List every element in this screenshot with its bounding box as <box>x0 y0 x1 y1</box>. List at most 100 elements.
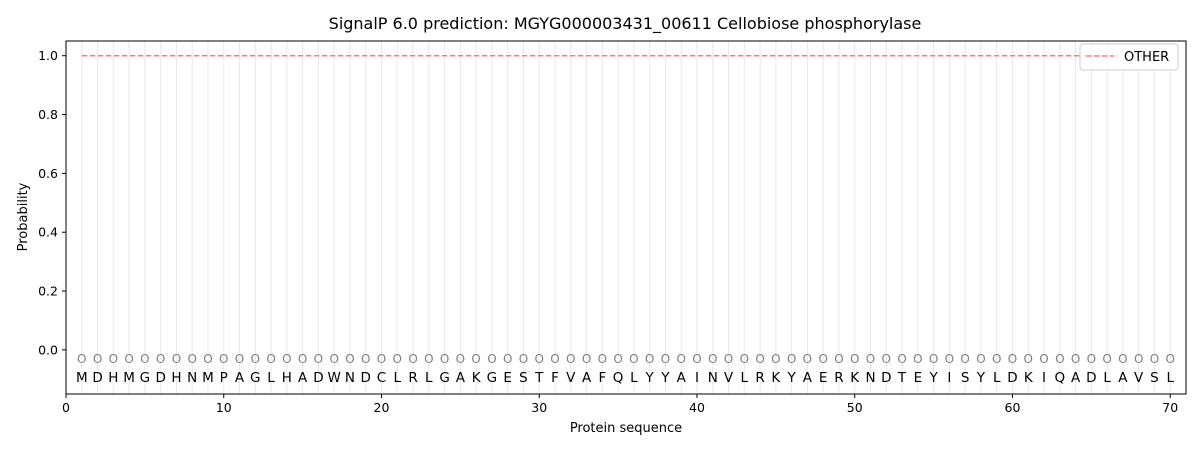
residue-label: O <box>1055 352 1064 366</box>
sequence-letter: N <box>708 370 718 386</box>
residue-label: O <box>913 352 922 366</box>
residue-label: O <box>1039 352 1048 366</box>
residue-label: O <box>1024 352 1033 366</box>
residue-label: O <box>1118 352 1127 366</box>
residue-label: O <box>1071 352 1080 366</box>
sequence-letter: A <box>582 370 592 386</box>
y-tick-label: 0.2 <box>38 284 58 299</box>
sequence-letter: I <box>947 370 951 386</box>
residue-label: O <box>661 352 670 366</box>
x-tick-label: 30 <box>531 400 547 415</box>
sequence-letter: L <box>267 370 275 386</box>
residue-label: O <box>156 352 165 366</box>
sequence-letter: E <box>819 370 828 386</box>
sequence-letter: D <box>92 370 102 386</box>
sequence-letter: A <box>677 370 687 386</box>
sequence-letter: G <box>140 370 150 386</box>
residue-label: O <box>598 352 607 366</box>
residue-label: O <box>361 352 370 366</box>
x-axis-label: Protein sequence <box>570 421 682 436</box>
residue-label: O <box>960 352 969 366</box>
sequence-letter: L <box>630 370 638 386</box>
residue-label: O <box>850 352 859 366</box>
sequence-letter: Y <box>660 370 670 386</box>
residue-label: O <box>976 352 985 366</box>
sequence-letter: F <box>551 370 559 386</box>
plot-frame <box>65 40 1187 395</box>
residue-label: O <box>550 352 559 366</box>
x-tick-label: 0 <box>62 400 70 415</box>
sequence-letter: M <box>202 370 214 386</box>
sequence-letter: M <box>76 370 88 386</box>
residue-label: O <box>219 352 228 366</box>
sequence-letter: A <box>1071 370 1081 386</box>
residue-label: O <box>882 352 891 366</box>
sequence-letter: K <box>850 370 860 386</box>
residue-label: O <box>140 352 149 366</box>
sequence-letter: N <box>345 370 355 386</box>
residue-label: O <box>818 352 827 366</box>
residue-label: O <box>235 352 244 366</box>
sequence-letter: V <box>566 370 576 386</box>
sequence-letter: D <box>361 370 371 386</box>
sequence-letter: G <box>487 370 497 386</box>
residue-label: O <box>866 352 875 366</box>
sequence-letter: R <box>834 370 843 386</box>
sequence-letter: A <box>298 370 308 386</box>
sequence-letter: A <box>235 370 245 386</box>
chart-title: SignalP 6.0 prediction: MGYG000003431_00… <box>329 14 922 34</box>
x-tick-label: 40 <box>689 400 705 415</box>
residue-label: O <box>613 352 622 366</box>
sequence-letter: L <box>1166 370 1174 386</box>
residue-label: O <box>1150 352 1159 366</box>
residue-label: O <box>692 352 701 366</box>
residue-label: O <box>266 352 275 366</box>
y-tick-label: 0.8 <box>38 107 58 122</box>
residue-label: O <box>1165 352 1174 366</box>
sequence-letter: K <box>1024 370 1034 386</box>
sequence-letter: P <box>220 370 228 386</box>
residue-label: O <box>345 352 354 366</box>
sequence-letter: M <box>123 370 135 386</box>
sequence-letter: G <box>439 370 449 386</box>
sequence-letter: F <box>598 370 606 386</box>
sequence-letter: D <box>881 370 891 386</box>
residue-label: O <box>992 352 1001 366</box>
sequence-letter: L <box>394 370 402 386</box>
sequence-letter: T <box>534 370 544 386</box>
residue-label: O <box>803 352 812 366</box>
residue-label: O <box>203 352 212 366</box>
x-tick-label: 10 <box>216 400 232 415</box>
residue-label: O <box>724 352 733 366</box>
residue-label: O <box>519 352 528 366</box>
residue-label: O <box>929 352 938 366</box>
residue-label: O <box>77 352 86 366</box>
residue-label: O <box>740 352 749 366</box>
residue-label: O <box>298 352 307 366</box>
sequence-letter: C <box>377 370 386 386</box>
residue-label: O <box>471 352 480 366</box>
residue-label: O <box>282 352 291 366</box>
legend: OTHER <box>1079 43 1179 71</box>
sequence-letter: Y <box>976 370 986 386</box>
sequence-letter: R <box>755 370 764 386</box>
residue-label: O <box>897 352 906 366</box>
sequence-letter: I <box>1042 370 1046 386</box>
residue-label: O <box>645 352 654 366</box>
residue-label: O <box>755 352 764 366</box>
residue-label: O <box>251 352 260 366</box>
sequence-letter: N <box>865 370 875 386</box>
residue-label: O <box>124 352 133 366</box>
residue-label: O <box>771 352 780 366</box>
sequence-letter: I <box>695 370 699 386</box>
sequence-letter: D <box>1007 370 1017 386</box>
sequence-letter: H <box>171 370 181 386</box>
sequence-letter: Y <box>787 370 797 386</box>
sequence-letter: A <box>1118 370 1128 386</box>
sequence-letter: Q <box>613 370 624 386</box>
sequence-letter: K <box>771 370 781 386</box>
sequence-letter: A <box>456 370 466 386</box>
sequence-letter: T <box>897 370 907 386</box>
grid-lines <box>81 41 1171 394</box>
